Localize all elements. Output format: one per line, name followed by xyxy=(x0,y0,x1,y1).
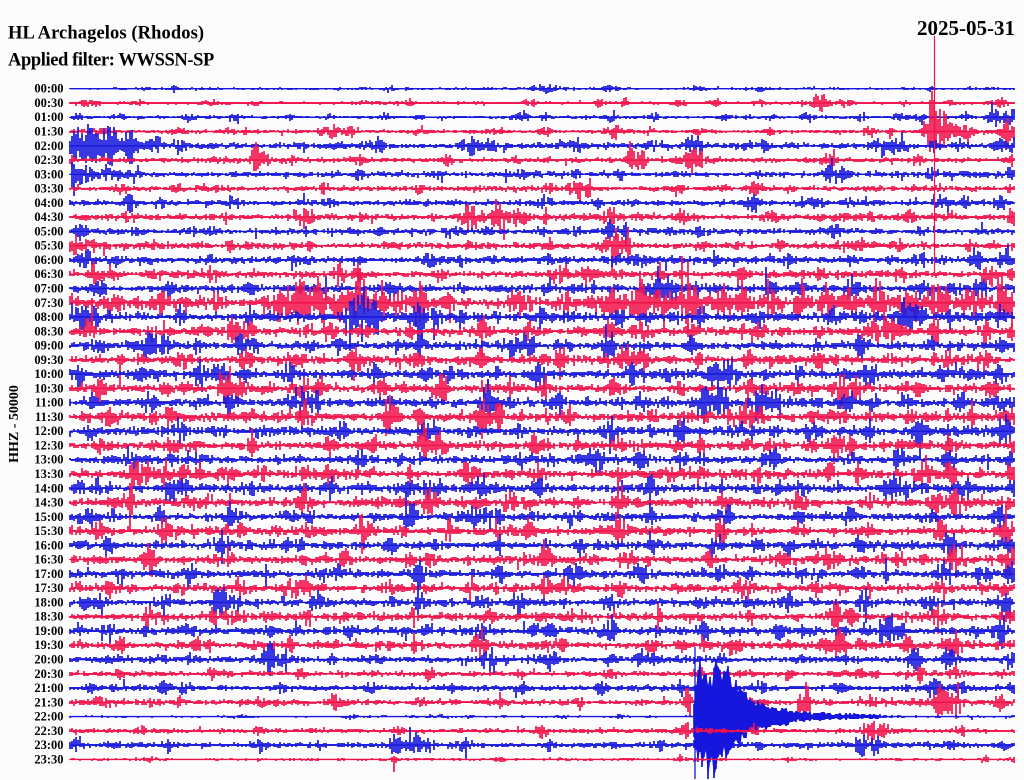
svg-text:20:30: 20:30 xyxy=(34,667,63,681)
svg-text:14:00: 14:00 xyxy=(34,481,63,495)
svg-text:20:00: 20:00 xyxy=(34,653,63,667)
svg-text:05:00: 05:00 xyxy=(34,224,63,238)
svg-text:17:00: 17:00 xyxy=(34,567,63,581)
svg-text:2025-05-31: 2025-05-31 xyxy=(917,16,1015,40)
svg-text:22:30: 22:30 xyxy=(34,724,63,738)
svg-text:12:30: 12:30 xyxy=(34,438,63,452)
svg-text:08:00: 08:00 xyxy=(34,310,63,324)
svg-text:04:00: 04:00 xyxy=(34,196,63,210)
svg-text:11:00: 11:00 xyxy=(35,396,63,410)
svg-text:02:00: 02:00 xyxy=(34,139,63,153)
svg-text:05:30: 05:30 xyxy=(34,239,63,253)
svg-text:08:30: 08:30 xyxy=(34,324,63,338)
svg-text:09:30: 09:30 xyxy=(34,353,63,367)
svg-text:07:00: 07:00 xyxy=(34,282,63,296)
svg-text:10:00: 10:00 xyxy=(34,367,63,381)
svg-text:17:30: 17:30 xyxy=(34,581,63,595)
svg-text:10:30: 10:30 xyxy=(34,381,63,395)
svg-text:06:00: 06:00 xyxy=(34,253,63,267)
svg-text:15:00: 15:00 xyxy=(34,510,63,524)
svg-text:14:30: 14:30 xyxy=(34,496,63,510)
svg-text:15:30: 15:30 xyxy=(34,524,63,538)
svg-text:16:00: 16:00 xyxy=(34,538,63,552)
svg-text:12:00: 12:00 xyxy=(34,424,63,438)
svg-text:03:00: 03:00 xyxy=(34,167,63,181)
svg-text:02:30: 02:30 xyxy=(34,153,63,167)
svg-text:18:30: 18:30 xyxy=(34,610,63,624)
svg-text:07:30: 07:30 xyxy=(34,296,63,310)
svg-text:09:00: 09:00 xyxy=(34,339,63,353)
svg-text:HL Archagelos (Rhodos): HL Archagelos (Rhodos) xyxy=(8,24,204,44)
svg-text:23:30: 23:30 xyxy=(34,752,63,766)
svg-text:13:30: 13:30 xyxy=(34,467,63,481)
svg-text:16:30: 16:30 xyxy=(34,553,63,567)
svg-text:22:00: 22:00 xyxy=(34,710,63,724)
svg-text:00:00: 00:00 xyxy=(34,82,63,96)
svg-text:00:30: 00:30 xyxy=(34,96,63,110)
svg-text:19:00: 19:00 xyxy=(34,624,63,638)
svg-text:21:00: 21:00 xyxy=(34,681,63,695)
svg-text:19:30: 19:30 xyxy=(34,638,63,652)
svg-text:03:30: 03:30 xyxy=(34,182,63,196)
svg-text:01:30: 01:30 xyxy=(34,125,63,139)
svg-text:21:30: 21:30 xyxy=(34,695,63,709)
svg-text:11:30: 11:30 xyxy=(35,410,63,424)
svg-text:06:30: 06:30 xyxy=(34,267,63,281)
svg-text:18:00: 18:00 xyxy=(34,595,63,609)
svg-text:01:00: 01:00 xyxy=(34,110,63,124)
svg-text:04:30: 04:30 xyxy=(34,210,63,224)
svg-text:13:00: 13:00 xyxy=(34,453,63,467)
svg-text:23:00: 23:00 xyxy=(34,738,63,752)
svg-text:Applied filter: WWSSN-SP: Applied filter: WWSSN-SP xyxy=(8,51,214,71)
svg-text:HHZ - 50000: HHZ - 50000 xyxy=(7,385,22,463)
